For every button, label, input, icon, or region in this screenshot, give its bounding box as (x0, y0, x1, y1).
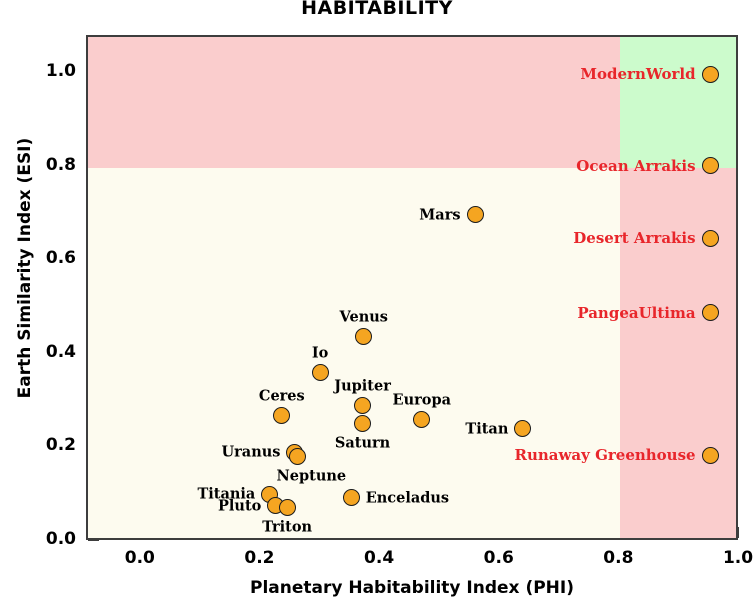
data-point[interactable] (413, 410, 431, 428)
data-point-label: Runaway Greenhouse (514, 446, 696, 465)
plot-area: ModernWorld Ocean Arrakis Desert Arrakis Pa… (86, 35, 738, 540)
data-point[interactable] (701, 157, 719, 175)
data-point[interactable] (273, 406, 291, 424)
data-point-label: Ceres (258, 387, 305, 405)
data-point-label: Uranus (221, 443, 281, 461)
data-point-label: Io (311, 344, 329, 362)
data-point[interactable] (354, 415, 372, 433)
y-tick-label: 0.4 (45, 341, 76, 362)
data-point[interactable] (701, 304, 719, 322)
data-point[interactable] (288, 448, 306, 466)
y-tick-label: 0.2 (45, 435, 76, 456)
data-point-label: Europa (392, 391, 451, 409)
data-point-label: Desert Arrakis (573, 229, 696, 248)
data-point[interactable] (701, 446, 719, 464)
data-point-label: PangeaUltima (577, 303, 696, 322)
data-point-label: Titania (197, 485, 256, 503)
chart-title: HABITABILITY (301, 0, 453, 19)
y-tick-label: 0.8 (45, 154, 76, 175)
x-tick-major (737, 527, 739, 538)
x-tick-label: 1.0 (722, 548, 754, 568)
y-tick-label: 0.0 (45, 529, 76, 549)
data-point-label: Jupiter (334, 377, 391, 395)
y-tick-label: 0.6 (45, 248, 76, 269)
data-point-label: Enceladus (365, 489, 450, 507)
x-tick-label: 0.2 (244, 548, 275, 568)
data-point[interactable] (466, 206, 484, 224)
data-point-label: Saturn (334, 434, 391, 452)
data-point-label: Pluto (217, 497, 262, 515)
data-point-label: ModernWorld (580, 65, 696, 84)
y-tick-major (88, 539, 99, 541)
data-point[interactable] (701, 229, 719, 247)
x-tick-label: 0.0 (124, 548, 155, 568)
x-tick-label: 0.4 (364, 548, 395, 568)
data-point[interactable] (701, 65, 719, 83)
data-point-label: Ocean Arrakis (576, 156, 696, 175)
x-tick-label: 0.8 (603, 548, 634, 568)
data-point[interactable] (354, 397, 372, 415)
data-point[interactable] (278, 499, 296, 517)
data-point[interactable] (342, 489, 360, 507)
data-point-label: Triton (262, 518, 313, 536)
data-point[interactable] (514, 420, 532, 438)
data-point[interactable] (311, 364, 329, 382)
y-tick-label: 1.0 (45, 61, 76, 82)
data-point-label: Titan (465, 420, 509, 438)
zone-habitable-green (620, 37, 736, 168)
data-point-label: Neptune (276, 467, 347, 485)
x-tick-label: 0.6 (483, 548, 514, 568)
data-point[interactable] (355, 327, 373, 345)
data-point-label: Mars (419, 206, 461, 224)
data-point-label: Venus (339, 308, 388, 326)
x-axis-label: Planetary Habitability Index (PHI) (249, 578, 574, 598)
